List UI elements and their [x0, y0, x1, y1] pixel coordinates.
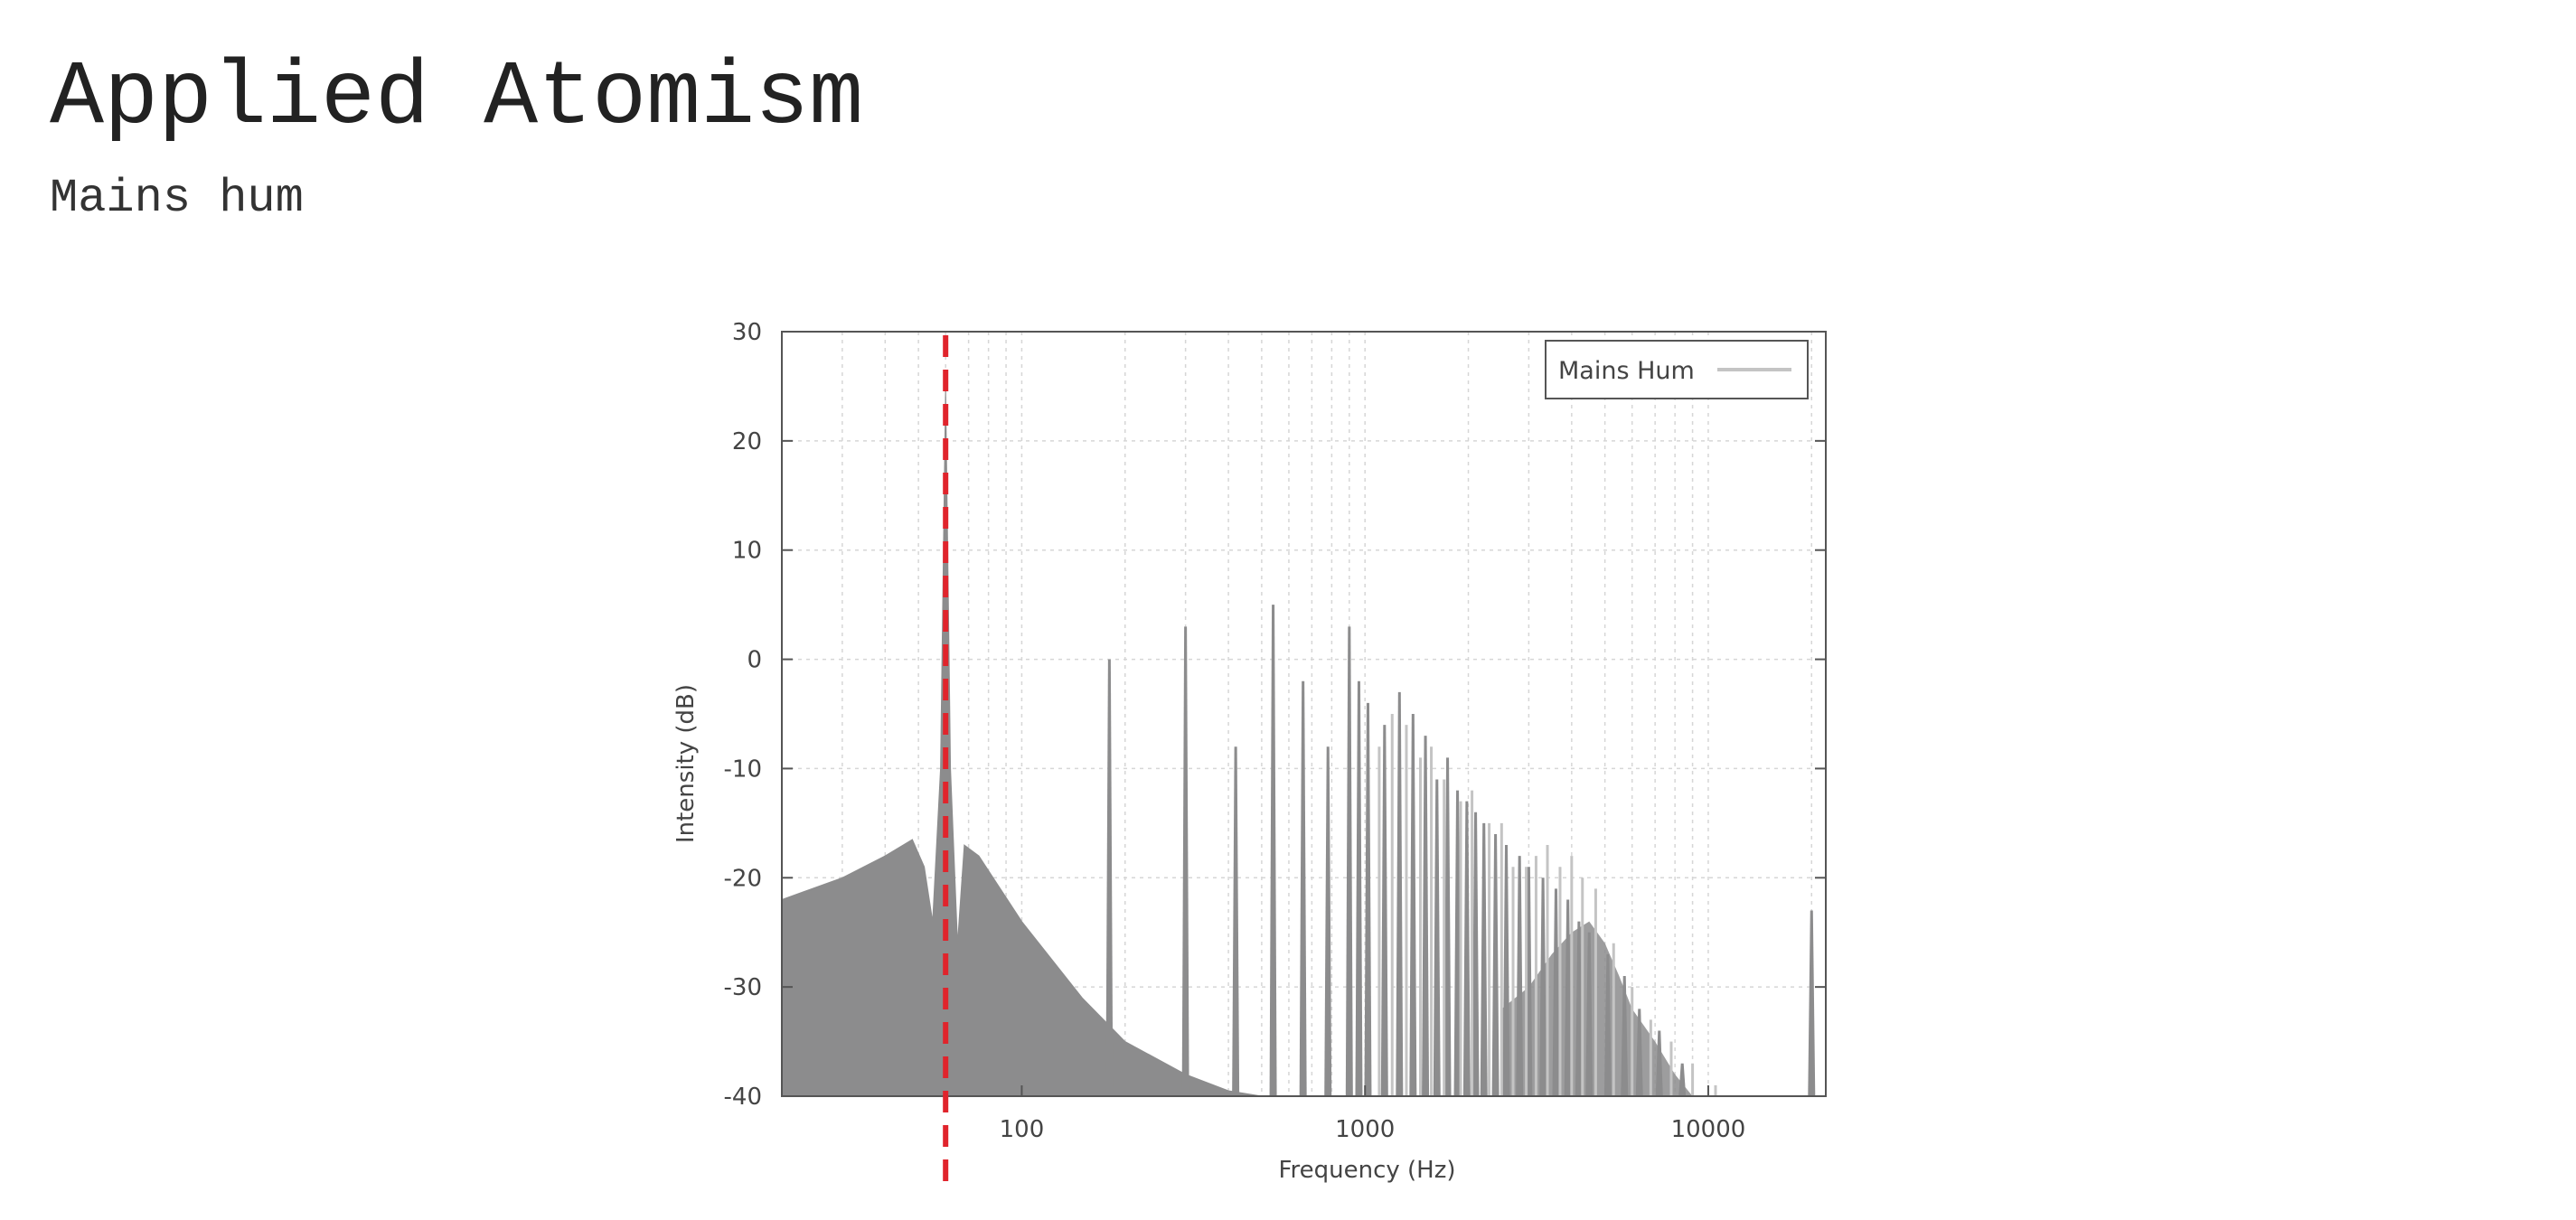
- x-tick-label: 1000: [1335, 1116, 1395, 1143]
- harmonic-peak: [1539, 877, 1547, 1096]
- harmonic-peak: [1396, 691, 1404, 1096]
- harmonic-peak: [1678, 1063, 1687, 1096]
- axis-ticks: -40 -30 -20 -10 0 10 20 30 100 1000 10000: [724, 319, 1826, 1143]
- x-tick-label: 100: [1000, 1116, 1045, 1143]
- harmonic-peak: [1603, 953, 1612, 1096]
- page-subtitle: Mains hum: [50, 172, 304, 225]
- harmonic-peak: [1635, 1009, 1643, 1096]
- harmonic-peak: [1808, 910, 1816, 1096]
- x-axis-label: Frequency (Hz): [1278, 1157, 1455, 1184]
- y-tick-label: -30: [724, 974, 762, 1001]
- y-tick-label: 20: [732, 428, 762, 455]
- harmonic-peak: [1585, 932, 1594, 1096]
- harmonic-peak: [1516, 856, 1524, 1096]
- plot-frame: [781, 331, 1827, 1097]
- light-harmonic-lines: [1377, 714, 1717, 1096]
- y-tick-label: -20: [724, 865, 762, 892]
- y-tick-label: 10: [732, 538, 762, 565]
- harmonic-peak: [1409, 714, 1417, 1096]
- harmonic-peak: [1433, 779, 1441, 1096]
- harmonic-peak: [1422, 736, 1430, 1096]
- x-tick-label: 10000: [1671, 1116, 1746, 1143]
- y-tick-label: -10: [724, 755, 762, 783]
- harmonic-peak: [1355, 680, 1363, 1096]
- legend: Mains Hum: [1545, 340, 1809, 399]
- harmonic-peak: [1345, 626, 1353, 1096]
- spectrum-area: [781, 386, 1693, 1097]
- harmonic-peak: [1299, 680, 1307, 1096]
- harmonic-peak: [1443, 757, 1452, 1096]
- y-tick-label: 30: [732, 319, 762, 346]
- harmonic-peak: [1502, 845, 1510, 1096]
- harmonic-peak: [1181, 626, 1189, 1096]
- legend-entry-label: Mains Hum: [1558, 357, 1695, 385]
- harmonic-peak: [1471, 812, 1480, 1096]
- harmonic-peaks: [1105, 605, 1816, 1096]
- harmonic-peak: [1480, 822, 1488, 1096]
- harmonic-peak: [1621, 976, 1629, 1096]
- harmonic-peak: [1324, 746, 1332, 1096]
- harmonic-peak: [1462, 801, 1471, 1096]
- page-title: Applied Atomism: [50, 48, 864, 150]
- harmonic-peak: [1453, 790, 1462, 1096]
- spectrum-band-area: [1501, 921, 1693, 1096]
- y-tick-label: -40: [724, 1084, 762, 1111]
- harmonic-peak: [1552, 888, 1560, 1096]
- harmonic-peak: [1380, 725, 1388, 1096]
- harmonic-peak: [1232, 746, 1240, 1096]
- harmonic-peak: [1105, 659, 1114, 1096]
- y-tick-label: 0: [747, 647, 762, 674]
- spectrum-baseline-area: [781, 386, 1262, 1097]
- y-axis-label: Intensity (dB): [672, 684, 700, 843]
- harmonic-peak: [1364, 702, 1372, 1096]
- harmonic-peak: [1575, 921, 1583, 1096]
- harmonic-peak: [1655, 1030, 1663, 1096]
- harmonic-peak: [1491, 833, 1500, 1096]
- harmonic-peak: [1564, 899, 1572, 1096]
- harmonic-peak: [1269, 605, 1277, 1096]
